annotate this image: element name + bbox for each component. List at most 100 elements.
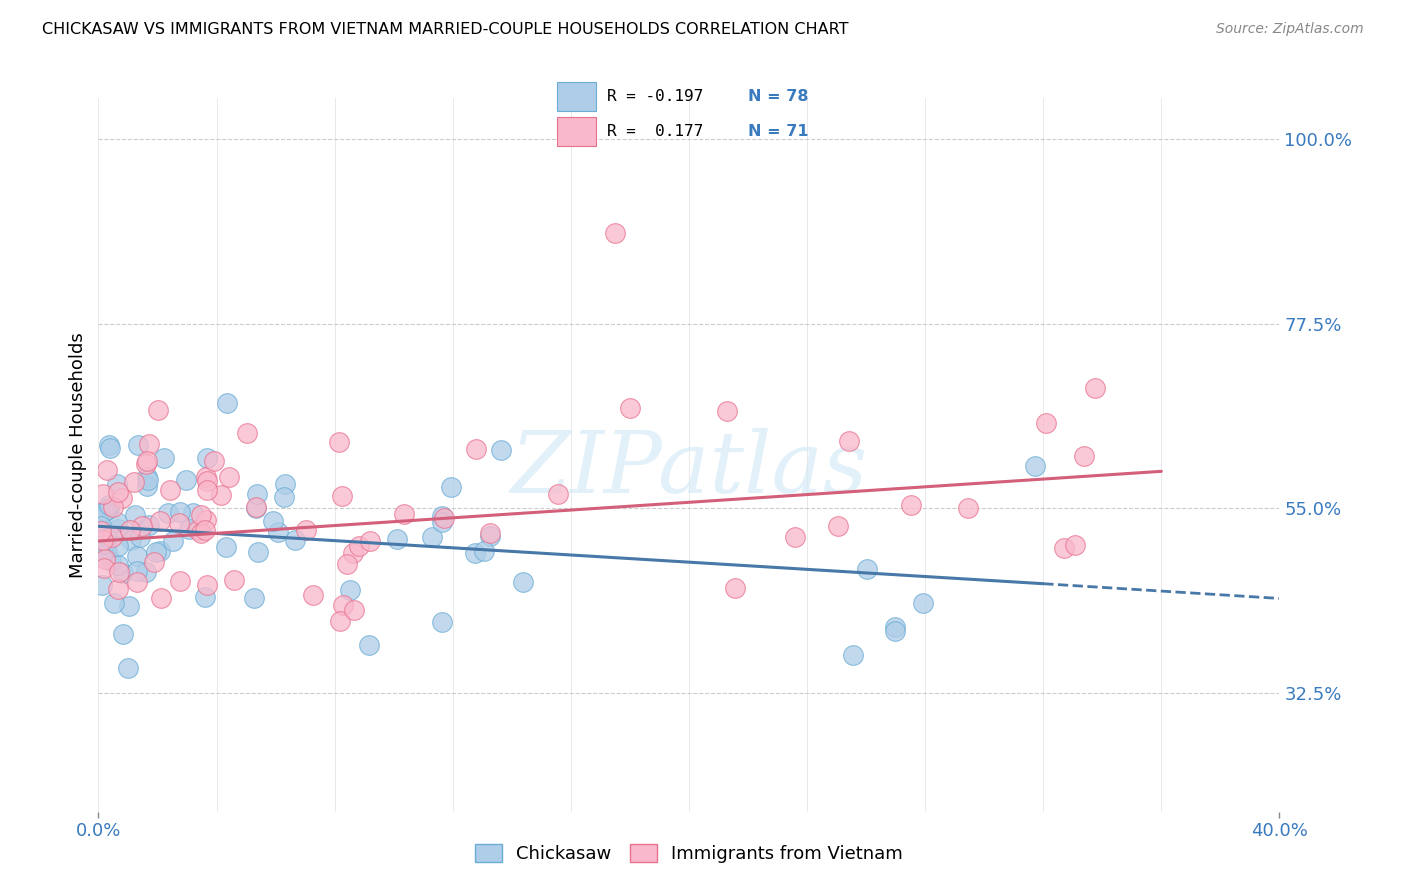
Point <box>343 603 366 617</box>
Text: CHICKASAW VS IMMIGRANTS FROM VIETNAM MARRIED-COUPLE HOUSEHOLDS CORRELATION CHART: CHICKASAW VS IMMIGRANTS FROM VIETNAM MAR… <box>42 22 849 37</box>
Point <box>100 531 122 545</box>
Point <box>194 590 217 604</box>
Point <box>124 508 146 522</box>
Point <box>131 518 153 533</box>
Point <box>162 534 184 549</box>
Point <box>273 477 295 491</box>
Y-axis label: Married-couple Households: Married-couple Households <box>69 332 87 578</box>
Point <box>433 510 456 524</box>
Point <box>856 562 879 576</box>
Point <box>194 513 217 527</box>
Point <box>387 532 409 546</box>
Point <box>479 529 502 543</box>
Legend: Chickasaw, Immigrants from Vietnam: Chickasaw, Immigrants from Vietnam <box>468 837 910 871</box>
Text: R = -0.197: R = -0.197 <box>607 89 703 103</box>
Point <box>93 537 115 551</box>
Point <box>122 475 145 490</box>
Bar <box>557 117 596 145</box>
Point <box>96 535 118 549</box>
Point <box>149 591 172 606</box>
Point <box>169 505 191 519</box>
Point <box>440 480 463 494</box>
Point <box>842 648 865 662</box>
Point <box>177 522 200 536</box>
Point <box>105 476 128 491</box>
Point <box>190 508 212 523</box>
Point <box>136 454 159 468</box>
Point <box>94 551 117 566</box>
Point <box>284 533 307 547</box>
Point <box>301 588 323 602</box>
Point <box>91 533 114 548</box>
Point <box>215 395 238 409</box>
Point <box>195 475 218 489</box>
Point <box>479 526 502 541</box>
Point <box>110 491 132 505</box>
Point <box>336 557 359 571</box>
Point <box>105 516 128 530</box>
Point <box>96 530 118 544</box>
Point <box>97 502 120 516</box>
Point <box>420 530 443 544</box>
Point <box>464 442 486 456</box>
Point <box>118 523 141 537</box>
Point <box>111 626 134 640</box>
Point <box>245 501 267 516</box>
Point <box>90 519 112 533</box>
Point <box>332 598 354 612</box>
Point <box>136 474 159 488</box>
Point <box>169 574 191 589</box>
Point <box>783 530 806 544</box>
Point <box>262 514 284 528</box>
Point <box>724 582 747 596</box>
Point <box>125 549 148 564</box>
Point <box>222 573 245 587</box>
Point <box>159 483 181 497</box>
Point <box>117 661 139 675</box>
Point <box>96 545 118 559</box>
Point <box>127 565 149 579</box>
Point <box>197 451 219 466</box>
Point <box>135 566 157 580</box>
Point <box>96 462 118 476</box>
Point <box>295 523 318 537</box>
Point <box>98 438 121 452</box>
Point <box>101 500 124 514</box>
Point <box>167 516 190 531</box>
Point <box>98 500 121 515</box>
Point <box>512 575 534 590</box>
Point <box>148 514 170 528</box>
Text: N = 71: N = 71 <box>748 124 808 138</box>
Point <box>107 558 129 572</box>
Point <box>202 454 225 468</box>
Bar <box>557 82 596 111</box>
Point <box>91 487 114 501</box>
Point <box>716 404 738 418</box>
Point <box>1053 541 1076 556</box>
Point <box>107 522 129 536</box>
Point <box>339 582 361 597</box>
Point <box>107 565 129 579</box>
Point <box>138 436 160 450</box>
Point <box>90 546 112 560</box>
Point <box>247 545 270 559</box>
Point <box>194 470 217 484</box>
Point <box>145 545 167 559</box>
Point <box>489 443 512 458</box>
Point <box>1073 450 1095 464</box>
Point <box>827 519 849 533</box>
Point <box>107 539 129 553</box>
Point <box>187 523 209 537</box>
Point <box>359 638 381 652</box>
Point <box>120 533 142 547</box>
Point <box>142 555 165 569</box>
Point <box>957 500 980 515</box>
Point <box>1024 459 1046 474</box>
Point <box>328 435 350 450</box>
Point <box>1084 381 1107 395</box>
Point <box>430 508 453 523</box>
Point <box>183 506 205 520</box>
Point <box>245 500 267 515</box>
Point <box>329 614 352 628</box>
Point <box>330 489 353 503</box>
